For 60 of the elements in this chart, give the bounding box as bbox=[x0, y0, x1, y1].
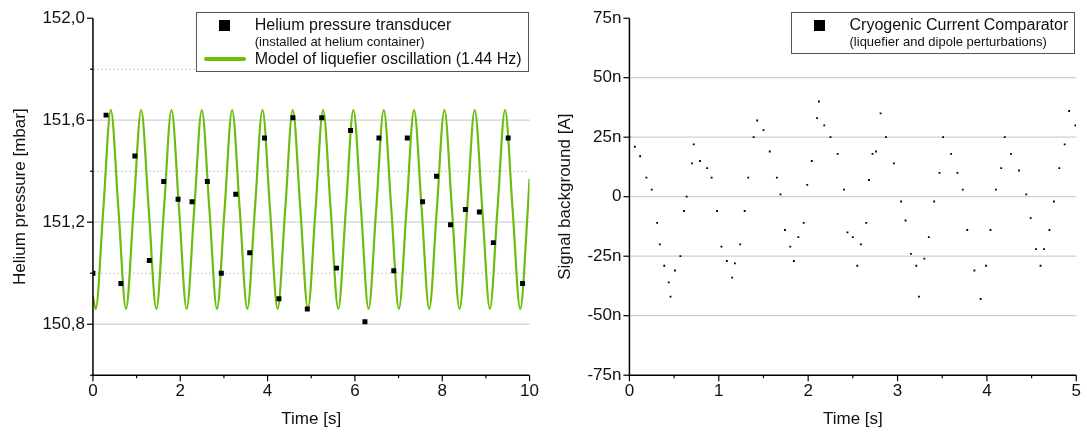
point bbox=[262, 135, 267, 141]
point bbox=[204, 178, 210, 184]
point bbox=[420, 199, 426, 205]
x-tick-label: 6 bbox=[350, 381, 360, 401]
y-tick-label: 150,8 bbox=[42, 313, 85, 333]
line-series bbox=[92, 108, 530, 310]
x-tick-label: 4 bbox=[982, 381, 992, 401]
point bbox=[362, 319, 368, 325]
y-tick-label: 75n bbox=[593, 7, 622, 27]
point bbox=[448, 222, 453, 228]
legend-label: Helium pressure transducer (installed at helium container) bbox=[254, 16, 452, 51]
y-tick-label: -75n bbox=[587, 364, 622, 384]
y-tick-label: -25n bbox=[587, 245, 622, 265]
x-axis-title: Time [s] bbox=[281, 409, 342, 429]
x-axis-title: Time [s] bbox=[822, 409, 883, 429]
point bbox=[434, 173, 440, 179]
y-tick-label: 0 bbox=[611, 186, 622, 206]
x-tick-label: 0 bbox=[88, 381, 98, 401]
y-axis-title: Helium pressure [mbar] bbox=[9, 108, 29, 286]
point bbox=[276, 296, 282, 302]
x-tick-label: 3 bbox=[892, 381, 903, 401]
x-tick-label: 2 bbox=[803, 381, 813, 401]
point bbox=[304, 306, 310, 312]
point bbox=[319, 115, 325, 121]
x-tick-label: 2 bbox=[175, 381, 185, 401]
point bbox=[505, 135, 511, 141]
x-tick-label: 0 bbox=[624, 381, 635, 401]
x-tick-label: 10 bbox=[520, 381, 540, 401]
point bbox=[218, 270, 224, 276]
y-tick-label: 25n bbox=[593, 126, 622, 146]
point bbox=[247, 250, 253, 256]
point bbox=[404, 135, 410, 141]
legend-label: Model of liquefier oscillation (1.44 Hz) bbox=[254, 50, 522, 69]
point bbox=[334, 265, 340, 271]
point bbox=[391, 268, 397, 274]
point bbox=[161, 178, 167, 184]
x-tick-label: 4 bbox=[262, 381, 273, 401]
x-tick-label: 1 bbox=[714, 381, 724, 401]
y-tick-label: 151,6 bbox=[42, 109, 85, 129]
point bbox=[103, 112, 109, 118]
y-axis-title: Signal background [A] bbox=[554, 113, 574, 280]
point bbox=[146, 257, 152, 263]
point bbox=[290, 115, 296, 121]
point bbox=[132, 153, 138, 159]
point bbox=[490, 240, 496, 246]
point bbox=[462, 206, 468, 212]
point bbox=[175, 196, 181, 202]
legend-label: Cryogenic Current Comparator (liquefier and dipole perturbations) bbox=[849, 16, 1069, 51]
point bbox=[233, 191, 239, 197]
x-tick-label: 8 bbox=[437, 381, 447, 401]
point bbox=[189, 199, 195, 205]
point bbox=[118, 280, 124, 286]
y-tick-label: 50n bbox=[593, 67, 622, 87]
point bbox=[348, 127, 354, 133]
point bbox=[520, 280, 526, 286]
y-tick-label: 151,2 bbox=[42, 211, 85, 231]
y-tick-label: -50n bbox=[587, 305, 622, 325]
y-tick-label: 152,0 bbox=[42, 7, 85, 27]
x-tick-label: 5 bbox=[1071, 381, 1082, 401]
point bbox=[376, 135, 382, 141]
